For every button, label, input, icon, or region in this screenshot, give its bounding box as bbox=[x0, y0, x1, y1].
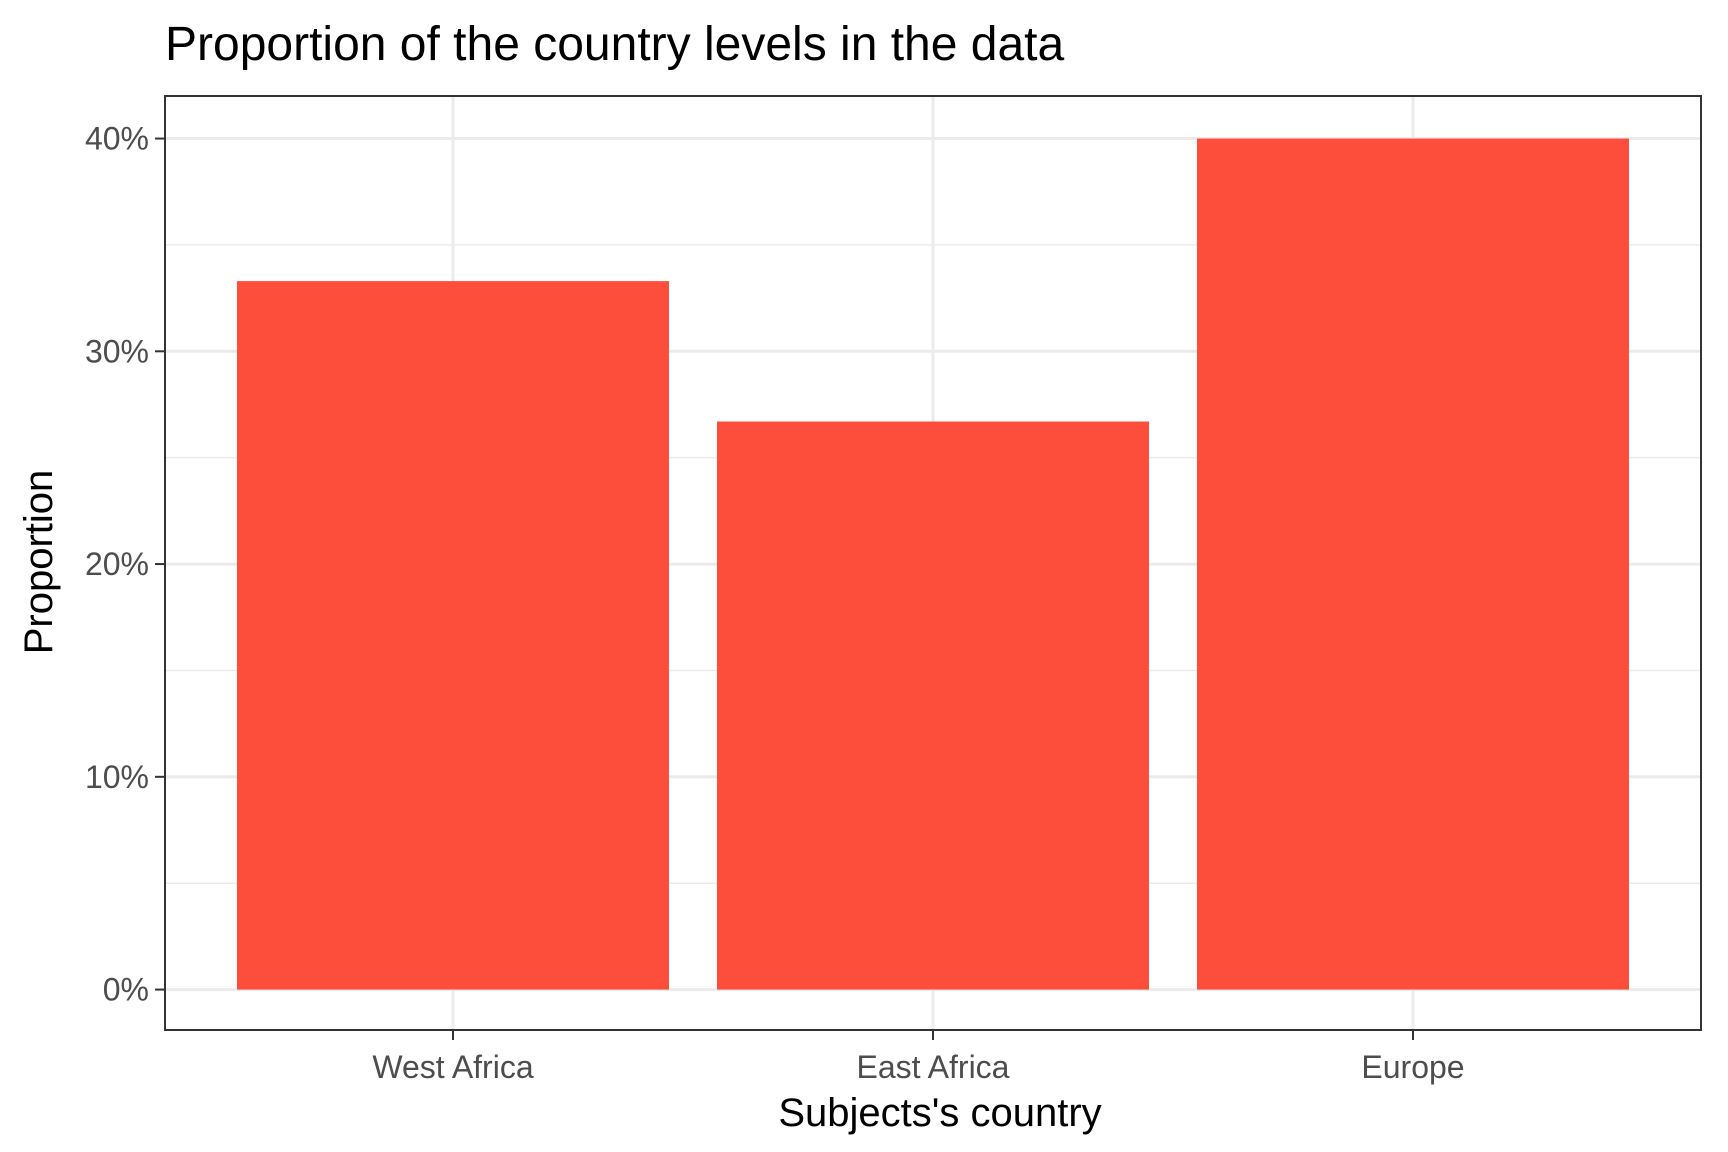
x-tick-label: Europe bbox=[1361, 1049, 1464, 1085]
bar-west-africa bbox=[237, 281, 669, 990]
y-tick-label: 40% bbox=[85, 121, 149, 157]
y-tick-label: 20% bbox=[85, 546, 149, 582]
x-tick-label: East Africa bbox=[857, 1049, 1010, 1085]
x-tick-label: West Africa bbox=[372, 1049, 533, 1085]
bar-europe bbox=[1197, 138, 1629, 990]
chart-title: Proportion of the country levels in the … bbox=[165, 18, 1065, 71]
y-tick-label: 10% bbox=[85, 759, 149, 795]
x-axis-title: Subjects's country bbox=[778, 1091, 1101, 1135]
y-tick-label: 30% bbox=[85, 333, 149, 369]
y-tick-label: 0% bbox=[103, 972, 149, 1008]
y-axis-title: Proportion bbox=[17, 470, 61, 655]
plot-panel: 0% 10% 20% 30% 40% West Africa East Africa Euro… bbox=[85, 95, 1702, 1085]
bar-east-africa bbox=[717, 421, 1149, 990]
